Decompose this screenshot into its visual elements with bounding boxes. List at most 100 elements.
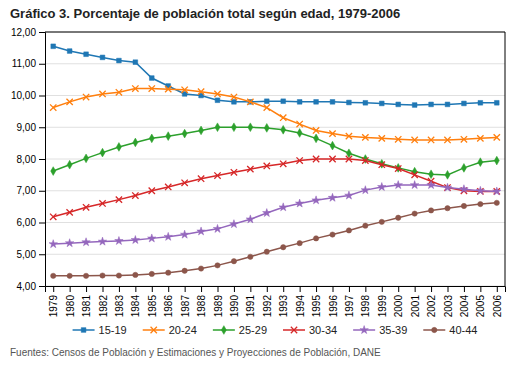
point bbox=[494, 200, 499, 205]
x-tick-mark bbox=[218, 286, 219, 292]
point bbox=[66, 209, 72, 215]
point bbox=[379, 159, 384, 168]
x-tick-mark bbox=[86, 286, 87, 292]
point bbox=[215, 123, 220, 132]
point bbox=[214, 91, 220, 97]
series bbox=[49, 181, 501, 248]
point bbox=[84, 154, 89, 163]
x-tick-label: 1987 bbox=[180, 295, 191, 318]
x-tick-label: 1985 bbox=[147, 295, 158, 318]
x-tick-label: 1993 bbox=[278, 295, 289, 318]
x-tick-mark bbox=[250, 286, 251, 292]
x-tick-mark bbox=[119, 286, 120, 292]
y-tick-label: 7,00 bbox=[17, 185, 37, 196]
point bbox=[281, 245, 286, 250]
y-tick-mark bbox=[39, 64, 45, 65]
x-tick-label: 2006 bbox=[492, 295, 503, 318]
x-tick: 1997 bbox=[344, 286, 355, 317]
point bbox=[215, 263, 220, 268]
point bbox=[346, 228, 351, 233]
frame bbox=[45, 32, 505, 33]
x-tick: 1988 bbox=[196, 286, 207, 317]
x-tick-mark bbox=[135, 286, 136, 292]
x-tick-label: 1996 bbox=[328, 295, 339, 318]
y-tick: 5,00 bbox=[17, 249, 45, 260]
grid bbox=[45, 32, 505, 286]
point bbox=[330, 100, 335, 105]
x-tick-label: 1989 bbox=[213, 295, 224, 318]
point bbox=[297, 100, 302, 105]
point bbox=[133, 60, 138, 65]
point bbox=[116, 196, 122, 202]
grid-line bbox=[45, 159, 505, 160]
y-tick: 10,00 bbox=[11, 90, 45, 101]
point bbox=[329, 156, 335, 162]
point bbox=[313, 236, 318, 241]
legend-item: 30-34 bbox=[283, 324, 337, 336]
point bbox=[248, 123, 253, 132]
y-tick-label: 12,00 bbox=[11, 27, 36, 38]
point bbox=[49, 240, 57, 248]
point bbox=[429, 170, 434, 179]
x-tick-label: 2003 bbox=[443, 295, 454, 318]
point bbox=[82, 238, 90, 246]
x-tick: 1989 bbox=[213, 286, 224, 317]
point bbox=[100, 273, 105, 278]
point bbox=[67, 160, 72, 169]
point bbox=[198, 89, 204, 95]
point bbox=[165, 86, 171, 92]
y-tick-mark bbox=[39, 32, 45, 33]
point bbox=[65, 239, 73, 247]
point bbox=[198, 266, 203, 271]
x-tick-label: 1990 bbox=[229, 295, 240, 318]
x-tick-label: 1986 bbox=[163, 295, 174, 318]
legend-label: 35-39 bbox=[379, 324, 407, 336]
point bbox=[444, 137, 450, 143]
grid-line bbox=[45, 222, 505, 223]
point bbox=[478, 201, 483, 206]
point bbox=[83, 204, 89, 210]
point bbox=[67, 49, 72, 54]
x-tick: 1993 bbox=[278, 286, 289, 317]
point bbox=[445, 102, 450, 107]
point bbox=[460, 185, 468, 193]
legend-item: 15-19 bbox=[73, 324, 127, 336]
point bbox=[246, 215, 254, 223]
x-tick: 1994 bbox=[295, 286, 306, 317]
point bbox=[231, 259, 236, 264]
legend-marker bbox=[360, 326, 368, 334]
x-tick-label: 1995 bbox=[311, 295, 322, 318]
point bbox=[248, 254, 253, 259]
legend-marker bbox=[151, 327, 157, 333]
x-tick-mark bbox=[234, 286, 235, 292]
point bbox=[100, 148, 105, 157]
point bbox=[361, 186, 369, 194]
point bbox=[478, 158, 483, 167]
point bbox=[231, 94, 237, 100]
point bbox=[149, 76, 154, 81]
y-tick-mark bbox=[39, 127, 45, 128]
x-tick: 1980 bbox=[65, 286, 76, 317]
point bbox=[263, 209, 271, 217]
point bbox=[133, 272, 138, 277]
point bbox=[461, 136, 467, 142]
point bbox=[247, 166, 253, 172]
x-tick-label: 2002 bbox=[426, 295, 437, 318]
point bbox=[166, 270, 171, 275]
point bbox=[67, 273, 72, 278]
grid-line bbox=[45, 63, 505, 64]
y-tick: 11,00 bbox=[12, 58, 45, 69]
point bbox=[443, 183, 451, 191]
y-tick-label: 6,00 bbox=[17, 217, 37, 228]
point bbox=[166, 132, 171, 141]
point bbox=[296, 121, 302, 127]
point bbox=[494, 100, 499, 105]
point bbox=[445, 206, 450, 211]
point bbox=[116, 89, 122, 95]
point bbox=[396, 215, 401, 220]
x-tick-mark bbox=[497, 286, 498, 292]
legend-label: 30-34 bbox=[309, 324, 337, 336]
x-tick-mark bbox=[283, 286, 284, 292]
x-tick-mark bbox=[398, 286, 399, 292]
point bbox=[280, 161, 286, 167]
